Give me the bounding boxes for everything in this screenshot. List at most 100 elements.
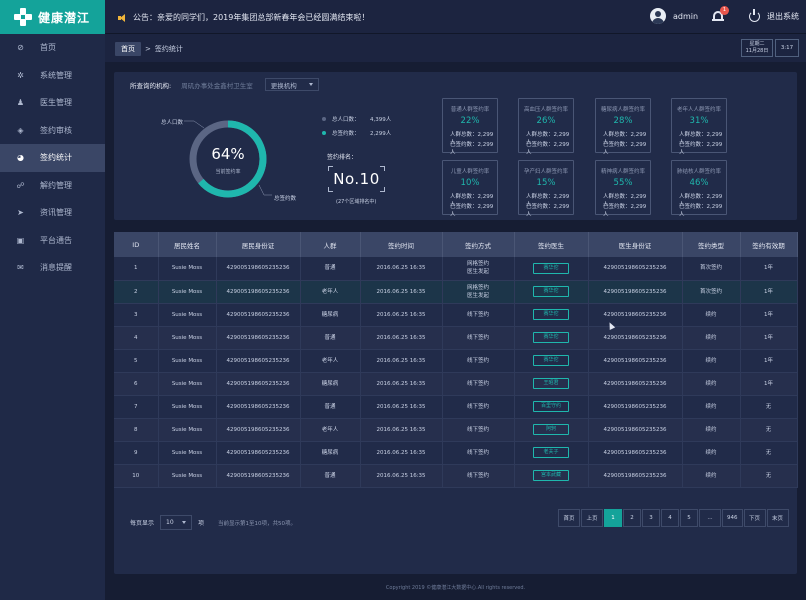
table-row[interactable]: 9 Susie Moss 429005198605235236 糖尿病 2016.06.… — [114, 441, 798, 465]
doctor-tag[interactable]: 赛华佗 — [533, 355, 569, 366]
page-button[interactable]: 上页 — [581, 509, 603, 527]
username[interactable]: admin — [673, 11, 699, 21]
card-title: 精神病人群签约率 — [600, 169, 645, 175]
sidebar-item-announcements[interactable]: ▣ 平台通告 — [0, 227, 105, 255]
legend-signed: 总签约数： 2,299人 — [322, 129, 391, 137]
doctor-tag[interactable]: 赛华佗 — [533, 309, 569, 320]
table-cell: 续约 — [682, 395, 741, 419]
card-total: 人群总数：2,299人 — [450, 132, 494, 146]
table-cell: 429005198605235236 — [216, 441, 301, 465]
card-total: 人群总数：2,299人 — [526, 132, 570, 146]
card-title: 糖尿病人群签约率 — [600, 107, 645, 113]
table-cell: 429005198605235236 — [216, 326, 301, 350]
rate-card[interactable]: 老年人人群签约率 31% 人群总数：2,299人 已签约数：2,299人 — [671, 98, 727, 156]
column-header[interactable]: 医生身份证 — [588, 232, 683, 257]
column-header[interactable]: ID — [114, 232, 159, 257]
page-button[interactable]: 3 — [642, 509, 660, 527]
sidebar-item-messages[interactable]: ✉ 消息提醒 — [0, 254, 105, 282]
table-cell: 2 — [114, 280, 159, 304]
per-page-unit: 项 — [198, 520, 205, 527]
table-row[interactable]: 5 Susie Moss 429005198605235236 老年人 2016.06.… — [114, 349, 798, 373]
rate-card[interactable]: 高血压人群签约率 26% 人群总数：2,299人 已签约数：2,299人 — [518, 98, 574, 156]
rate-card[interactable]: 儿童人群签约率 10% 人群总数：2,299人 已签约数：2,299人 — [442, 160, 498, 218]
weekday: 星期二 — [749, 41, 765, 47]
table-row[interactable]: 2 Susie Moss 429005198605235236 老年人 2016.06.… — [114, 280, 798, 304]
rate-card[interactable]: 精神病人群签约率 55% 人群总数：2,299人 已签约数：2,299人 — [595, 160, 651, 218]
doctor-tag[interactable]: 阿轲 — [533, 424, 569, 435]
table-cell: 线下签约 — [442, 418, 515, 442]
avatar[interactable] — [650, 8, 666, 24]
table-row[interactable]: 8 Susie Moss 429005198605235236 老年人 2016.06.… — [114, 418, 798, 442]
doctor-tag[interactable]: 赛华佗 — [533, 332, 569, 343]
page-button[interactable]: 末页 — [766, 509, 789, 527]
logo[interactable]: 健康潜江 — [0, 0, 105, 34]
table-cell: 线下签约 — [442, 303, 515, 327]
column-header[interactable]: 签约有效期 — [740, 232, 798, 257]
page-size-select[interactable]: 10 — [160, 515, 193, 530]
table-row[interactable]: 1 Susie Moss 429005198605235236 普通 2016.06.2… — [114, 257, 798, 281]
filter-label: 所查询的机构: — [130, 81, 172, 90]
column-header[interactable]: 签约时间 — [360, 232, 443, 257]
card-signed: 已签约数：2,299人 — [450, 142, 494, 156]
sidebar-item-review[interactable]: ◈ 签约审核 — [0, 117, 105, 145]
page-button[interactable]: 2 — [623, 509, 641, 527]
doctor-tag[interactable]: 赛华佗 — [533, 262, 569, 274]
column-header[interactable]: 签约医生 — [514, 232, 589, 257]
column-header[interactable]: 居民身份证 — [216, 232, 301, 257]
legend-signed-value: 2,299人 — [370, 131, 392, 137]
doctor-tag[interactable]: 赛华佗 — [533, 286, 569, 297]
table-cell: 2016.06.25 16:35 — [360, 372, 443, 396]
page-button[interactable]: 1 — [604, 509, 622, 527]
table-cell: 老夫子 — [514, 441, 589, 465]
card-percent: 55% — [613, 178, 633, 188]
doctor-tag[interactable]: 王昭君 — [533, 378, 569, 389]
table-cell: 429005198605235236 — [216, 303, 301, 327]
rate-card[interactable]: 孕产妇人群签约率 15% 人群总数：2,299人 已签约数：2,299人 — [518, 160, 574, 218]
doctor-tag[interactable]: 百里守约 — [533, 401, 569, 412]
table-row[interactable]: 3 Susie Moss 429005198605235236 糖尿病 2016.06.… — [114, 303, 798, 327]
table-cell: 7 — [114, 395, 159, 419]
bell-icon[interactable] — [712, 10, 724, 22]
sidebar-item-system[interactable]: ✲ 系统管理 — [0, 62, 105, 90]
column-header[interactable]: 签约方式 — [442, 232, 515, 257]
rate-card[interactable]: 普通人群签约率 22% 人群总数：2,299人 已签约数：2,299人 — [442, 98, 498, 156]
column-header[interactable]: 居民姓名 — [158, 232, 217, 257]
sidebar-item-termination[interactable]: ☍ 解约管理 — [0, 172, 105, 200]
sidebar-item-doctors[interactable]: ♟ 医生管理 — [0, 89, 105, 117]
logout-button[interactable]: 退出系统 — [749, 9, 799, 22]
table-cell: 2016.06.25 16:35 — [360, 303, 443, 327]
doctor-tag[interactable]: 宫本武藏 — [533, 470, 569, 481]
table-cell: Susie Moss — [158, 280, 217, 304]
table-cell: Susie Moss — [158, 418, 217, 442]
table-cell: 429005198605235236 — [588, 280, 683, 304]
logout-label: 退出系统 — [767, 12, 799, 21]
rate-card[interactable]: 糖尿病人群签约率 28% 人群总数：2,299人 已签约数：2,299人 — [595, 98, 651, 156]
doctor-tag[interactable]: 老夫子 — [533, 447, 569, 458]
table-row[interactable]: 7 Susie Moss 429005198605235236 普通 2016.06.2… — [114, 395, 798, 419]
rate-card[interactable]: 肺结核人群签约率 46% 人群总数：2,299人 已签约数：2,299人 — [671, 160, 727, 218]
page-button[interactable]: 5 — [680, 509, 698, 527]
sidebar-item-statistics[interactable]: ◕ 签约统计 — [0, 144, 105, 172]
table-cell: 续约 — [682, 441, 741, 465]
breadcrumb-home[interactable]: 首页 — [115, 42, 141, 56]
sidebar-item-home[interactable]: ⊘ 首页 — [0, 34, 105, 62]
table-row[interactable]: 6 Susie Moss 429005198605235236 糖尿病 2016.06.… — [114, 372, 798, 396]
card-title: 儿童人群签约率 — [450, 169, 490, 175]
page-button[interactable]: 946 — [722, 509, 743, 527]
table-row[interactable]: 4 Susie Moss 429005198605235236 普通 2016.06.2… — [114, 326, 798, 350]
page-button[interactable]: 首页 — [558, 509, 580, 527]
change-org-select[interactable]: 更换机构 — [264, 78, 319, 91]
sidebar-item-news[interactable]: ➤ 资讯管理 — [0, 199, 105, 227]
table-cell: 2016.06.25 16:35 — [360, 418, 443, 442]
card-total: 人群总数：2,299人 — [526, 194, 570, 208]
table-cell: 王昭君 — [514, 372, 589, 396]
table-cell: 续约 — [682, 372, 741, 396]
user-menu[interactable]: admin — [650, 8, 698, 24]
table-row[interactable]: 10 Susie Moss 429005198605235236 普通 2016.06.… — [114, 464, 798, 488]
column-header[interactable]: 签约类型 — [682, 232, 741, 257]
card-total: 人群总数：2,299人 — [603, 132, 647, 146]
notice-text[interactable]: 公告：亲爱的同学们，2019年集团总部新春年会已经圆满结束啦！ — [133, 13, 370, 22]
page-button[interactable]: 4 — [661, 509, 679, 527]
page-button[interactable]: 下页 — [743, 509, 766, 527]
column-header[interactable]: 人群 — [300, 232, 361, 257]
